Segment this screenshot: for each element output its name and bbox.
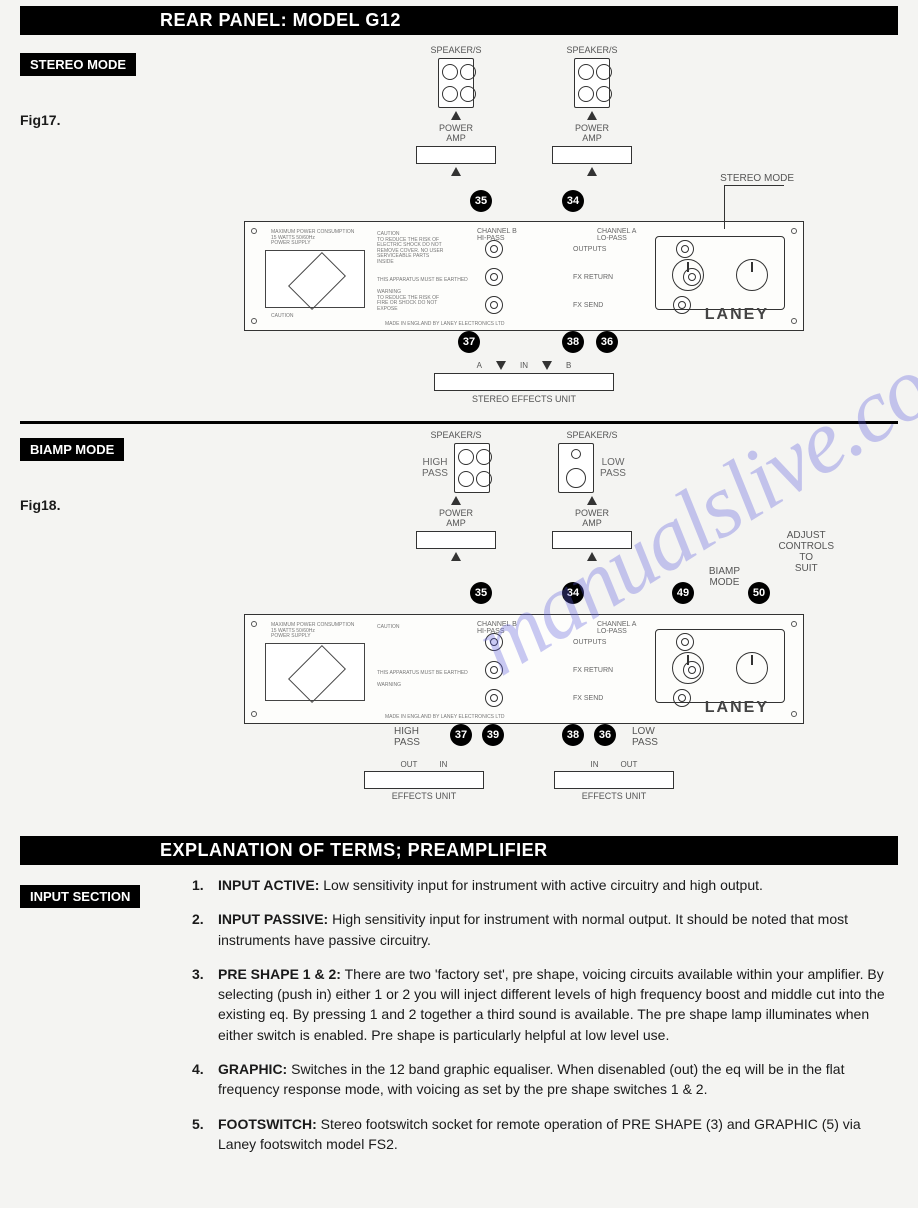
low-pass-label2: LOW PASS [632, 726, 658, 748]
power-amp-label-r: POWER AMP [575, 123, 609, 143]
jack-fxret-b [485, 268, 503, 286]
out-label: OUT [621, 760, 638, 769]
arrow-down-icon [542, 361, 552, 370]
fx-label-hp: EFFECTS UNIT [392, 791, 457, 801]
badge-36: 36 [596, 331, 618, 353]
term-item: 4.GRAPHIC: Switches in the 12 band graph… [192, 1059, 888, 1100]
knob-balance [672, 652, 704, 684]
outputs-label: OUTPUTS [573, 246, 606, 253]
speaker-left [438, 58, 474, 108]
high-pass-label: HIGH PASS [422, 457, 448, 479]
speaker-label-r2: SPEAKER/S [566, 430, 617, 440]
speaker-hp [454, 443, 490, 493]
diagram-stereo: SPEAKER/S POWER AMP SPEAKER/S POWER AMP [224, 45, 824, 405]
term-item: 1.INPUT ACTIVE: Low sensitivity input fo… [192, 875, 888, 895]
diagram-biamp: SPEAKER/S HIGH PASS POWER AMP SPEAKER/S [224, 430, 824, 820]
badge-37: 37 [458, 331, 480, 353]
fxreturn-label: FX RETURN [573, 274, 613, 281]
in-label: IN [591, 760, 599, 769]
power-amp-label-l2: POWER AMP [439, 508, 473, 528]
arrow-icon [587, 552, 597, 561]
speaker-label-l2: SPEAKER/S [430, 430, 481, 440]
stereo-section: STEREO MODE Fig17. SPEAKER/S POWER AMP [0, 45, 918, 415]
arrow-icon [451, 111, 461, 120]
speaker-label-r: SPEAKER/S [566, 45, 617, 55]
knob-box [655, 629, 785, 703]
badge-36: 36 [594, 724, 616, 746]
badge-38: 38 [562, 724, 584, 746]
arrow-icon [451, 552, 461, 561]
rear-panel: MAXIMUM POWER CONSUMPTION15 WATTS 50/60H… [244, 221, 804, 331]
power-amp-right [552, 146, 632, 164]
out-label: OUT [401, 760, 418, 769]
power-inlet [265, 250, 365, 308]
fx-stereo-label: STEREO EFFECTS UNIT [472, 394, 576, 404]
in-label: IN [439, 760, 447, 769]
fxsend-label: FX SEND [573, 302, 603, 309]
biamp-mode-label: BIAMP MODE [709, 566, 740, 588]
badge-34: 34 [562, 190, 584, 212]
brand-label: LANEY [705, 699, 769, 717]
page: manualslive.com REAR PANEL: MODEL G12 ST… [0, 6, 918, 1168]
term-item: 2.INPUT PASSIVE: High sensitivity input … [192, 909, 888, 950]
power-amp-label-l: POWER AMP [439, 123, 473, 143]
a-label: A [477, 361, 482, 370]
badge-35: 35 [470, 190, 492, 212]
b-label: B [566, 361, 571, 370]
knob-balance [672, 259, 704, 291]
arrow-icon [587, 496, 597, 505]
badge-37: 37 [450, 724, 472, 746]
in-label: IN [520, 361, 528, 370]
badge-49: 49 [672, 582, 694, 604]
adjust-label: ADJUST CONTROLS TO SUIT [778, 530, 834, 574]
arrow-icon [587, 111, 597, 120]
biamp-section: BIAMP MODE Fig18. SPEAKER/S HIGH PASS PO… [0, 430, 918, 830]
tag-stereo-mode: STEREO MODE [20, 53, 136, 76]
fx-label-lp: EFFECTS UNIT [582, 791, 647, 801]
arrow-icon [451, 167, 461, 176]
tag-input-section: INPUT SECTION [20, 885, 140, 908]
badge-38: 38 [562, 331, 584, 353]
fx-unit-hp [364, 771, 484, 789]
divider [20, 421, 898, 424]
stereo-mode-label: STEREO MODE [720, 173, 794, 184]
power-amp-lp [552, 531, 632, 549]
speaker-right [574, 58, 610, 108]
fig18-label: Fig18. [20, 497, 160, 513]
jack-output-b [485, 240, 503, 258]
fig17-label: Fig17. [20, 112, 160, 128]
header-terms: EXPLANATION OF TERMS; PREAMPLIFIER [20, 836, 898, 865]
speaker-lp [558, 443, 594, 493]
rear-panel-biamp: MAXIMUM POWER CONSUMPTION15 WATTS 50/60H… [244, 614, 804, 724]
term-item: 3.PRE SHAPE 1 & 2: There are two 'factor… [192, 964, 888, 1045]
arrow-icon [451, 496, 461, 505]
header-rear-panel: REAR PANEL: MODEL G12 [20, 6, 898, 35]
brand-label: LANEY [705, 306, 769, 324]
tag-biamp-mode: BIAMP MODE [20, 438, 124, 461]
speaker-label-l: SPEAKER/S [430, 45, 481, 55]
arrow-down-icon [496, 361, 506, 370]
badge-50: 50 [748, 582, 770, 604]
power-inlet [265, 643, 365, 701]
knob-box [655, 236, 785, 310]
badge-34: 34 [562, 582, 584, 604]
power-amp-label-r2: POWER AMP [575, 508, 609, 528]
arrow-icon [587, 167, 597, 176]
stereo-fx-unit [434, 373, 614, 391]
badge-35: 35 [470, 582, 492, 604]
badge-39: 39 [482, 724, 504, 746]
power-amp-hp [416, 531, 496, 549]
power-amp-left [416, 146, 496, 164]
knob-xover [736, 259, 768, 291]
jack-fxsend-b [485, 296, 503, 314]
high-pass-label2: HIGH PASS [394, 726, 420, 748]
terms-section: INPUT SECTION 1.INPUT ACTIVE: Low sensit… [0, 875, 918, 1168]
term-item: 5.FOOTSWITCH: Stereo footswitch socket f… [192, 1114, 888, 1155]
fx-unit-lp [554, 771, 674, 789]
knob-xover [736, 652, 768, 684]
low-pass-label: LOW PASS [600, 457, 626, 479]
terms-list: 1.INPUT ACTIVE: Low sensitivity input fo… [192, 875, 888, 1168]
